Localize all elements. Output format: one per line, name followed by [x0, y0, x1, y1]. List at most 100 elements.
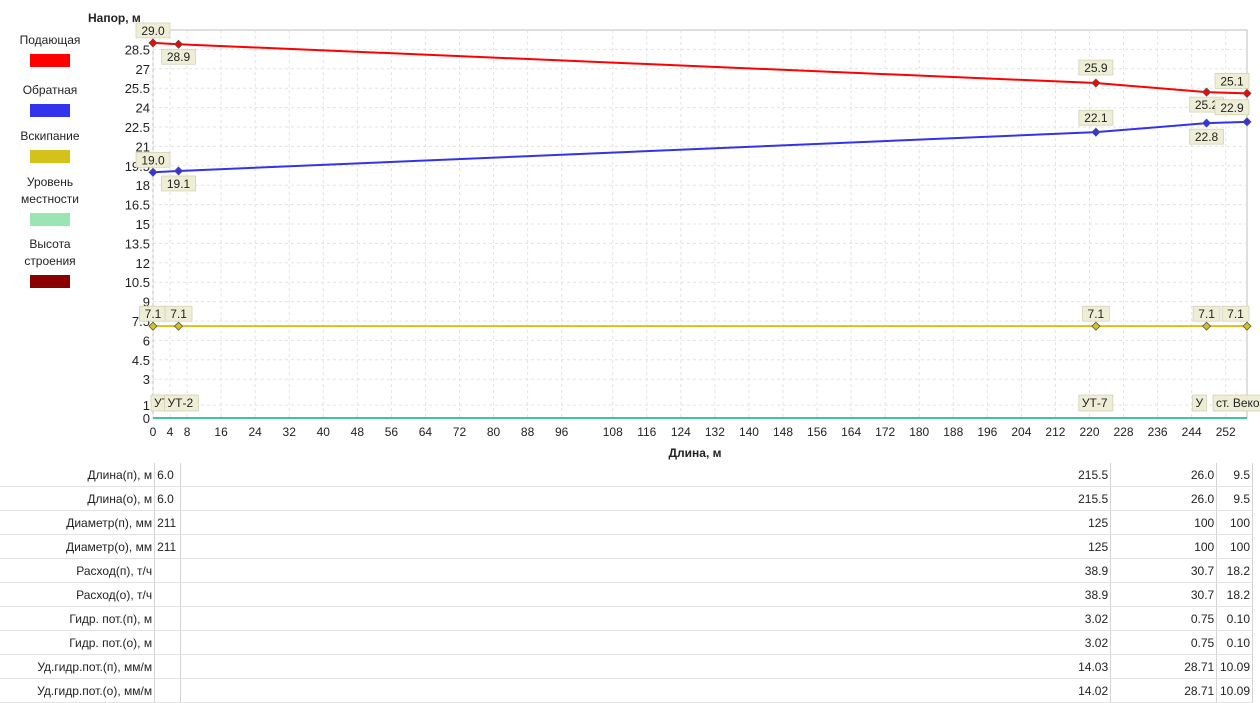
y-tick-label: 3: [143, 372, 150, 387]
data-label: 25.1: [1220, 74, 1244, 88]
y-tick-label: 4.5: [132, 353, 150, 368]
table-row: Гидр. пот.(о), м 3.02 0.75 0.10: [0, 630, 1253, 655]
data-point: [148, 321, 158, 331]
cell-segment-4: 0.10: [1216, 630, 1253, 655]
y-tick-label: 10.5: [125, 275, 150, 290]
table-row: Расход(о), т/ч 38.9 30.7 18.2: [0, 582, 1253, 607]
y-tick-label: 24: [136, 101, 150, 116]
cell-segment-2: 14.02: [180, 678, 1112, 703]
table-row: Длина(п), м 6.0 215.5 26.0 9.5: [0, 463, 1253, 487]
cell-segment-2: 215.5: [180, 486, 1112, 511]
data-point: [1201, 87, 1212, 97]
legend-label: Подающая: [19, 33, 81, 47]
data-label-box: [135, 22, 171, 39]
x-tick-label: 80: [487, 425, 501, 439]
table-row: Уд.гидр.пот.(п), мм/м 14.03 28.71 10.09: [0, 654, 1253, 679]
data-label: 19.0: [141, 153, 165, 167]
legend-item-1: Обратная: [0, 82, 100, 117]
row-label: Расход(п), т/ч: [0, 558, 156, 583]
data-point: [173, 39, 184, 49]
y-tick-label: 15: [136, 217, 150, 232]
cell-segment-1: [154, 606, 181, 631]
legend-label: Высота строения: [24, 237, 76, 268]
data-label: 22.9: [1220, 101, 1244, 115]
x-tick-label: 4: [167, 425, 174, 439]
y-tick-label: 25.5: [125, 81, 150, 96]
cell-segment-2: 3.02: [180, 606, 1112, 631]
row-label: Диаметр(о), мм: [0, 534, 156, 559]
cell-segment-4: 10.09: [1216, 678, 1253, 703]
data-label: 22.8: [1195, 130, 1219, 144]
row-label: Уд.гидр.пот.(о), мм/м: [0, 678, 156, 703]
data-point: [1201, 321, 1212, 331]
legend-label: Уровень местности: [21, 175, 79, 206]
x-tick-label: 72: [453, 425, 467, 439]
legend-item-3: Уровень местности: [0, 174, 100, 226]
y-tick-label: 21: [136, 139, 150, 154]
data-point: [1242, 117, 1252, 127]
cell-segment-1: [154, 630, 181, 655]
cell-segment-3: 100: [1110, 534, 1218, 559]
cell-segment-1: [154, 558, 181, 583]
node-label: У: [1196, 396, 1204, 410]
y-tick-label: 9: [143, 295, 150, 310]
cell-segment-4: 9.5: [1216, 463, 1253, 487]
x-tick-label: 48: [351, 425, 365, 439]
row-label: Длина(п), м: [0, 463, 156, 487]
data-point: [1091, 78, 1101, 88]
data-label-box: [161, 48, 196, 65]
cell-segment-2: 38.9: [180, 558, 1112, 583]
x-tick-label: 244: [1182, 425, 1202, 439]
legend-item-0: Подающая: [0, 32, 100, 67]
cell-segment-4: 18.2: [1216, 582, 1253, 607]
cell-segment-4: 100: [1216, 534, 1253, 559]
x-axis-title: Длина, м: [668, 446, 721, 460]
cell-segment-2: 125: [180, 534, 1112, 559]
pressure-chart: 0134.567.5910.51213.51516.51819.52122.52…: [88, 11, 1260, 460]
x-tick-label: 220: [1079, 425, 1099, 439]
data-point: [1201, 118, 1212, 128]
x-tick-label: 252: [1216, 425, 1236, 439]
cell-segment-3: 26.0: [1110, 463, 1218, 487]
data-label: 22.1: [1084, 111, 1108, 125]
x-tick-label: 40: [317, 425, 331, 439]
node-label-box: [1078, 394, 1114, 412]
legend-label: Вскипание: [20, 129, 80, 143]
data-label-box: [135, 151, 171, 168]
x-tick-label: 0: [150, 425, 157, 439]
legend-label: Обратная: [22, 83, 78, 97]
x-tick-label: 196: [977, 425, 997, 439]
y-tick-label: 13.5: [125, 236, 150, 251]
data-label-box: [1078, 109, 1114, 126]
y-axis-title: Напор, м: [88, 11, 141, 25]
cell-segment-3: 26.0: [1110, 486, 1218, 511]
cell-segment-3: 30.7: [1110, 582, 1218, 607]
row-label: Длина(о), м: [0, 486, 156, 511]
node-label-box: [1212, 394, 1260, 412]
cell-segment-1: [154, 678, 181, 703]
y-tick-label: 6: [143, 333, 150, 348]
y-tick-label: 27: [136, 62, 150, 77]
node-label-box: [164, 394, 199, 412]
cell-segment-3: 100: [1110, 510, 1218, 535]
cell-segment-2: 3.02: [180, 630, 1112, 655]
legend-swatch: [30, 104, 70, 117]
data-label: 25.9: [1084, 61, 1108, 75]
y-tick-label: 12: [136, 256, 150, 271]
cell-segment-4: 10.09: [1216, 654, 1253, 679]
data-label: 19.1: [167, 177, 191, 191]
row-label: Гидр. пот.(п), м: [0, 606, 156, 631]
pipe-parameters-table: Длина(п), м 6.0 215.5 26.0 9.5 Длина(о), м 6.0…: [0, 463, 1253, 703]
data-point: [1242, 321, 1252, 331]
data-label: 7.1: [1088, 307, 1105, 321]
legend-swatch: [30, 213, 70, 226]
table-row: Длина(о), м 6.0 215.5 26.0 9.5: [0, 486, 1253, 511]
x-tick-label: 88: [521, 425, 535, 439]
x-tick-label: 204: [1011, 425, 1031, 439]
data-label: 28.9: [167, 50, 191, 64]
y-tick-label: 28.5: [125, 42, 150, 57]
y-tick-label: 0: [143, 411, 150, 426]
x-tick-label: 156: [807, 425, 827, 439]
cell-segment-4: 9.5: [1216, 486, 1253, 511]
cell-segment-2: 38.9: [180, 582, 1112, 607]
